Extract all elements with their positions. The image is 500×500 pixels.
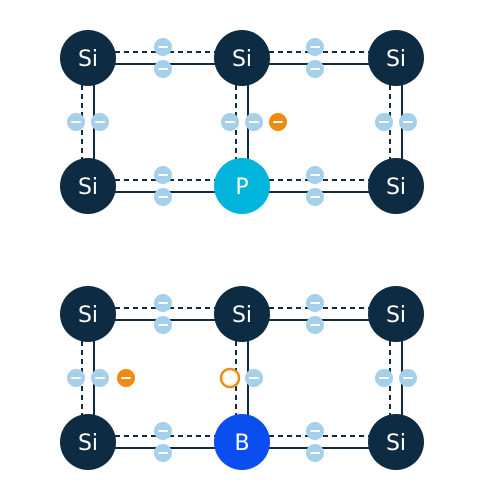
electron-icon <box>154 294 172 312</box>
atom-circle <box>60 30 116 86</box>
electron-icon <box>154 188 172 206</box>
electron-icon <box>154 444 172 462</box>
electron-icon <box>306 166 324 184</box>
atom-silicon: Si <box>60 30 116 86</box>
atom-silicon: Si <box>214 30 270 86</box>
electron-icon <box>306 188 324 206</box>
atom-label: Si <box>386 175 406 200</box>
atom-circle <box>214 414 270 470</box>
electron-icon <box>154 422 172 440</box>
atom-circle <box>368 158 424 214</box>
atom-circle <box>60 158 116 214</box>
atom-label: Si <box>386 303 406 328</box>
atom-label: Si <box>78 175 98 200</box>
electron-icon <box>245 369 263 387</box>
electron-icon <box>154 60 172 78</box>
atom-circle <box>368 414 424 470</box>
electron-icon <box>375 369 393 387</box>
atom-silicon: Si <box>368 414 424 470</box>
atom-circle <box>60 414 116 470</box>
electron-icon <box>306 316 324 334</box>
atom-silicon: Si <box>368 30 424 86</box>
atom-label: Si <box>78 47 98 72</box>
atom-silicon: Si <box>214 286 270 342</box>
atom-silicon: Si <box>60 286 116 342</box>
electron-icon <box>306 422 324 440</box>
atom-silicon: Si <box>368 286 424 342</box>
electron-icon <box>67 113 85 131</box>
electron-icon <box>399 113 417 131</box>
electron-icon <box>91 113 109 131</box>
electron-icon <box>91 369 109 387</box>
atom-silicon: Si <box>60 414 116 470</box>
electron-icon <box>221 113 239 131</box>
atom-label: Si <box>78 303 98 328</box>
electron-icon <box>306 444 324 462</box>
atom-phosphorus: P <box>214 158 270 214</box>
atom-label: B <box>234 431 249 456</box>
atom-label: Si <box>78 431 98 456</box>
p-type-lattice: Si Si Si Si B Si <box>60 286 424 470</box>
electron-icon <box>306 38 324 56</box>
atom-silicon: Si <box>368 158 424 214</box>
atom-circle <box>368 286 424 342</box>
electron-icon <box>375 113 393 131</box>
electron-icon <box>306 60 324 78</box>
atom-boron: B <box>214 414 270 470</box>
atom-circle <box>368 30 424 86</box>
atom-circle <box>60 286 116 342</box>
electron-icon <box>245 113 263 131</box>
n-type-lattice: Si Si Si Si P Si <box>60 30 424 214</box>
atom-circle <box>214 158 270 214</box>
atom-label: Si <box>386 47 406 72</box>
electron-icon <box>306 294 324 312</box>
atom-label: Si <box>386 431 406 456</box>
atom-circle <box>214 30 270 86</box>
extra-electron-icon <box>269 113 287 131</box>
atom-label: Si <box>232 303 252 328</box>
electron-icon <box>154 166 172 184</box>
electron-icon <box>399 369 417 387</box>
atom-label: Si <box>232 47 252 72</box>
electron-icon <box>154 38 172 56</box>
atom-label: P <box>235 175 248 200</box>
electron-icon <box>154 316 172 334</box>
electron-icon <box>67 369 85 387</box>
atom-circle <box>214 286 270 342</box>
hole-icon <box>219 367 241 389</box>
extra-electron-icon <box>117 369 135 387</box>
atom-silicon: Si <box>60 158 116 214</box>
